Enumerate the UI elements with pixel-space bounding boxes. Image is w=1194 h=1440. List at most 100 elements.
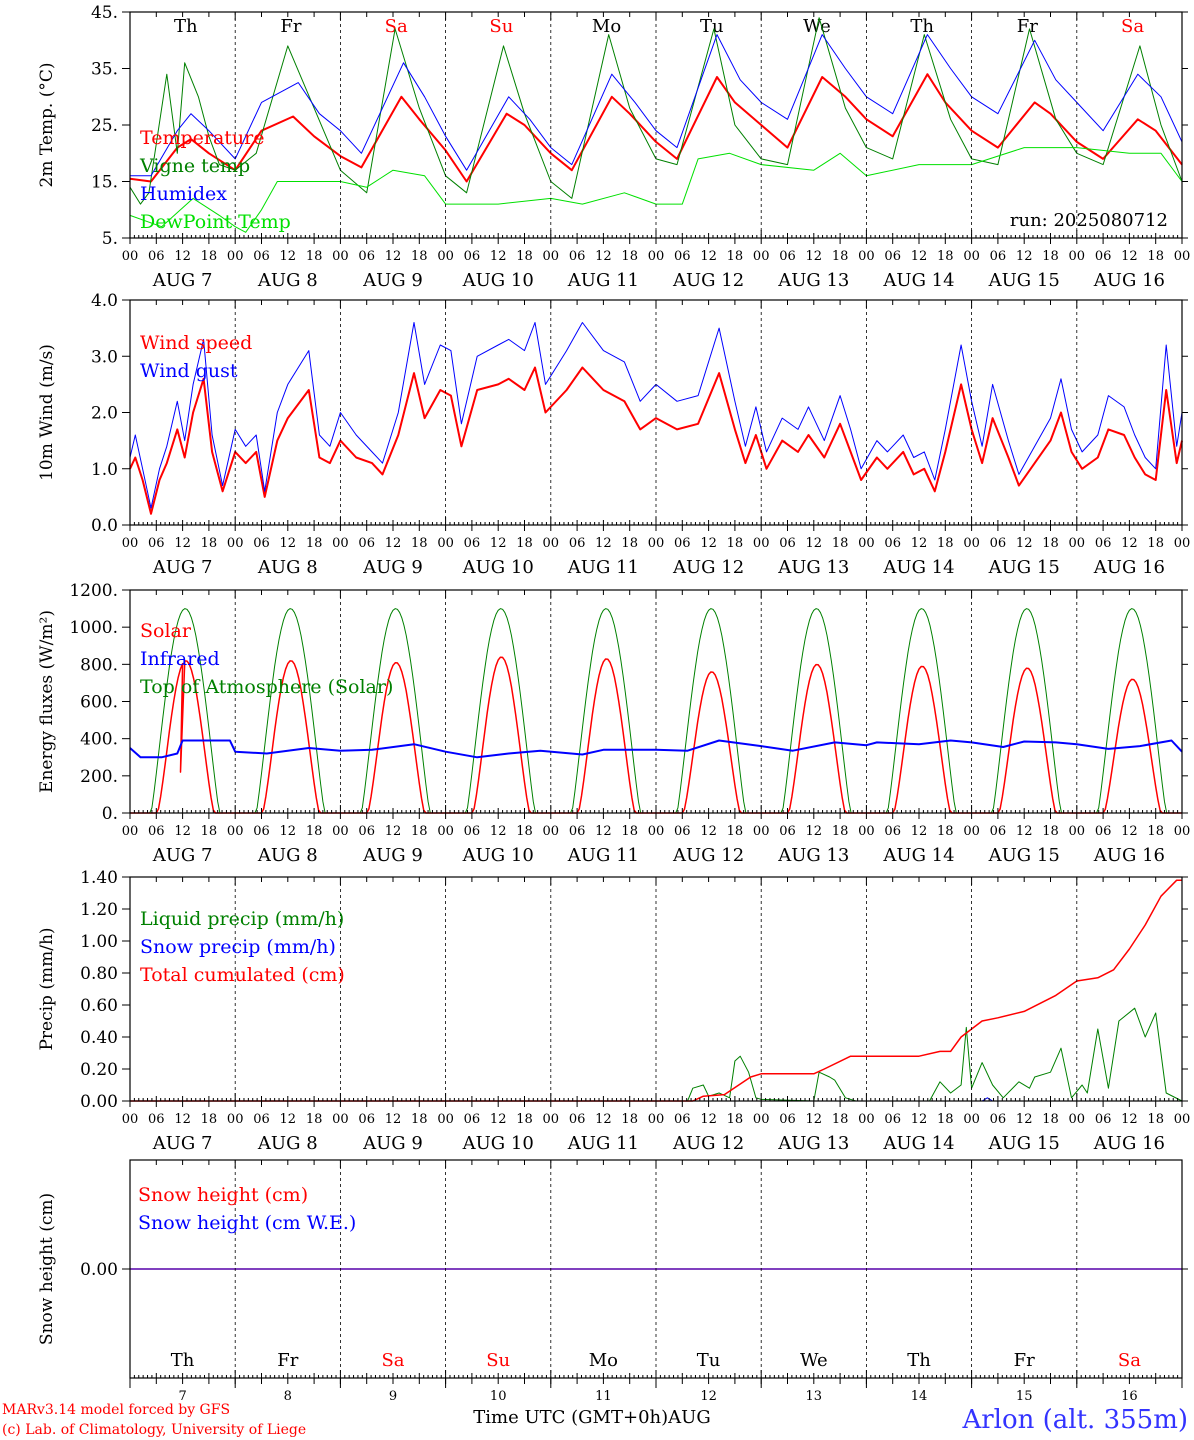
plot-frame xyxy=(129,589,1183,814)
date-label: AUG 7 xyxy=(152,270,213,291)
hour-tick-label: 18 xyxy=(411,249,428,264)
hour-tick-label: 06 xyxy=(1095,824,1112,839)
hour-tick-label: 06 xyxy=(358,536,375,551)
legend-entry: Total cumulated (cm) xyxy=(140,964,345,986)
hour-tick-label: 00 xyxy=(648,536,665,551)
y-tick-label: 0.00 xyxy=(80,1092,118,1112)
legend-entry: Vigne temp xyxy=(139,155,250,177)
date-label: AUG 9 xyxy=(362,270,423,291)
hour-tick-label: 00 xyxy=(332,824,349,839)
date-label: AUG 16 xyxy=(1093,1133,1165,1154)
hour-tick-label: 12 xyxy=(1016,536,1033,551)
day-of-week-label: Su xyxy=(486,1350,510,1371)
date-label: AUG 10 xyxy=(462,557,534,578)
hour-tick-label: 12 xyxy=(174,824,191,839)
hour-tick-label: 18 xyxy=(1042,824,1059,839)
day-of-week-label: Sa xyxy=(385,16,408,37)
wind-panel: 0.0 1.0 2.0 3.0 4.0 10m Wind (m/s) 00 06 12 18 AUG… xyxy=(37,291,1190,578)
hour-tick-label: 00 xyxy=(963,536,980,551)
hour-tick-label: 06 xyxy=(253,536,270,551)
day-of-week-label: We xyxy=(800,1350,828,1371)
hour-tick-label: 12 xyxy=(1016,249,1033,264)
hour-tick-label: 18 xyxy=(411,1112,428,1127)
date-label: AUG 13 xyxy=(777,557,849,578)
hour-tick-label: 12 xyxy=(174,1112,191,1127)
hour-tick-label: 00 xyxy=(543,536,560,551)
hour-tick-label: 00 xyxy=(1174,824,1191,839)
y-tick-label: 0.20 xyxy=(80,1060,118,1080)
day-of-week-label: Fr xyxy=(1014,1350,1035,1371)
date-label: AUG 14 xyxy=(882,557,954,578)
series-dewpoint-temp xyxy=(129,147,1183,233)
hour-tick-label: 12 xyxy=(1121,1112,1138,1127)
date-label: 8 xyxy=(284,1389,292,1404)
date-label: AUG 8 xyxy=(257,557,318,578)
day-of-week-label: Sa xyxy=(1118,1350,1141,1371)
credit-line-1: MARv3.14 model forced by GFS xyxy=(2,1402,230,1418)
hour-tick-label: 00 xyxy=(858,824,875,839)
hour-tick-label: 00 xyxy=(437,249,454,264)
hour-tick-label: 18 xyxy=(1147,536,1164,551)
hour-tick-label: 00 xyxy=(122,824,139,839)
date-label: AUG 11 xyxy=(567,557,639,578)
hour-tick-label: 00 xyxy=(437,536,454,551)
y-tick-label: 600. xyxy=(80,693,118,713)
series-wind-speed xyxy=(129,366,1183,515)
hour-tick-label: 12 xyxy=(595,536,612,551)
legend-entry: Wind gust xyxy=(140,360,238,382)
hour-tick-label: 12 xyxy=(911,824,928,839)
day-of-week-label: Th xyxy=(910,16,934,37)
chart-panels: Th Fr Sa Su Mo Tu We Th Fr Sa 5. 15. 25. 35. 45. 2m Tem… xyxy=(37,3,1190,1404)
hour-tick-label: 00 xyxy=(122,249,139,264)
day-of-week-row: Th Fr Sa Su Mo Tu We Th Fr Sa xyxy=(174,16,1144,37)
hour-tick-label: 18 xyxy=(1147,249,1164,264)
hour-tick-label: 12 xyxy=(280,536,297,551)
hour-tick-label: 06 xyxy=(990,249,1007,264)
hour-tick-label: 12 xyxy=(490,824,507,839)
hour-tick-label: 00 xyxy=(227,1112,244,1127)
hour-tick-label: 12 xyxy=(806,824,823,839)
y-tick-label: 0.0 xyxy=(91,516,118,536)
date-label: AUG 15 xyxy=(988,1133,1060,1154)
hour-tick-label: 12 xyxy=(174,536,191,551)
hour-tick-label: 00 xyxy=(227,249,244,264)
hour-tick-label: 06 xyxy=(990,824,1007,839)
day-of-week-label: Mo xyxy=(592,16,621,37)
hour-tick-label: 12 xyxy=(700,1112,717,1127)
hour-tick-label: 18 xyxy=(201,536,218,551)
date-label: AUG 10 xyxy=(462,1133,534,1154)
hour-tick-label: 00 xyxy=(332,1112,349,1127)
hour-tick-label: 18 xyxy=(306,249,323,264)
hour-tick-label: 12 xyxy=(700,249,717,264)
day-of-week-label: Su xyxy=(489,16,513,37)
hour-tick-label: 12 xyxy=(280,824,297,839)
hour-tick-label: 00 xyxy=(122,536,139,551)
hour-tick-label: 00 xyxy=(858,249,875,264)
date-label: 13 xyxy=(806,1389,823,1404)
date-label: AUG 11 xyxy=(567,845,639,866)
hour-tick-label: 12 xyxy=(595,249,612,264)
run-label: run: 2025080712 xyxy=(1010,210,1168,231)
hour-tick-label: 12 xyxy=(806,249,823,264)
series-wind-gust xyxy=(129,322,1183,509)
hour-tick-label: 00 xyxy=(1069,824,1086,839)
hour-tick-label: 00 xyxy=(963,824,980,839)
hour-tick-label: 18 xyxy=(727,536,744,551)
y-axis-label: Snow height (cm) xyxy=(37,1193,57,1345)
hour-tick-label: 18 xyxy=(937,249,954,264)
hour-tick-label: 00 xyxy=(753,824,770,839)
date-label: 16 xyxy=(1121,1389,1138,1404)
snow-panel: 0.00 Snow height (cm) Snow height (cm) Snow… xyxy=(37,1159,1188,1404)
day-of-week-label: Fr xyxy=(1017,16,1038,37)
date-label: 15 xyxy=(1016,1389,1033,1404)
y-tick-label: 25. xyxy=(91,116,118,136)
hour-tick-label: 12 xyxy=(280,1112,297,1127)
hour-tick-label: 12 xyxy=(490,1112,507,1127)
y-tick-label: 800. xyxy=(80,655,118,675)
hour-tick-label: 00 xyxy=(1069,536,1086,551)
series-humidex xyxy=(130,34,1183,177)
legend-entry: Snow height (cm W.E.) xyxy=(138,1212,356,1234)
legend-entry: DewPoint Temp xyxy=(140,211,291,233)
date-label: AUG 16 xyxy=(1093,270,1165,291)
hour-tick-label: 18 xyxy=(411,824,428,839)
